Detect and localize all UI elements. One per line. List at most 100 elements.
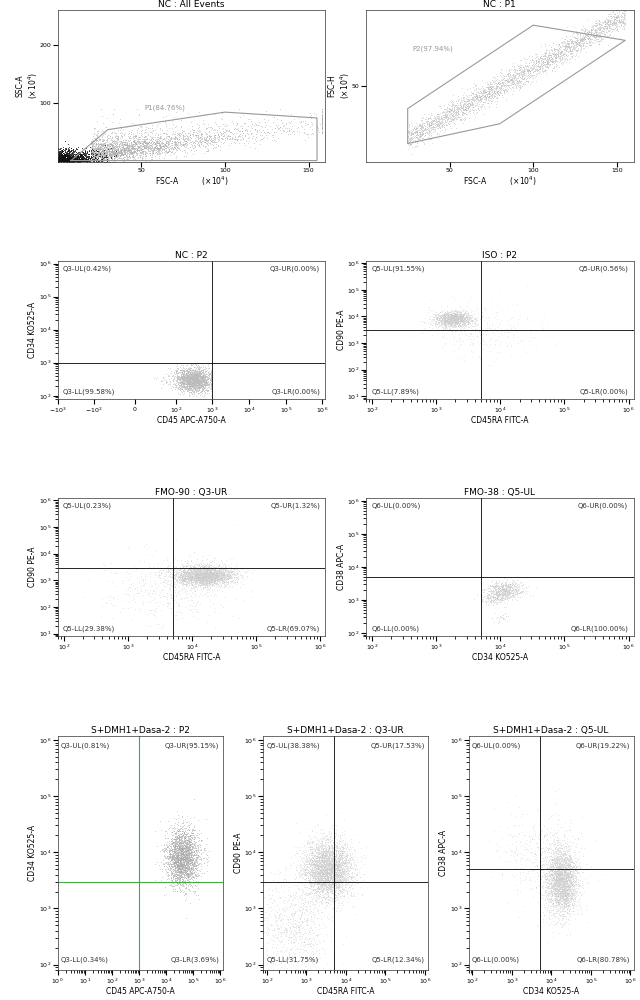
Point: [97, 147, 107, 163]
Point: [591, 18, 602, 34]
Point: [529, 53, 539, 69]
Point: [576, 906, 586, 922]
Point: [184, 848, 194, 864]
Point: [319, 858, 329, 874]
Point: [170, 844, 180, 860]
Point: [547, 884, 557, 900]
Point: [544, 857, 554, 873]
Point: [550, 878, 560, 894]
Point: [322, 881, 332, 897]
Point: [306, 875, 316, 891]
Point: [110, 145, 120, 161]
Point: [186, 843, 196, 859]
Point: [324, 866, 335, 882]
Point: [564, 879, 574, 895]
Point: [179, 845, 189, 861]
Point: [346, 868, 356, 884]
Point: [313, 860, 323, 876]
Point: [522, 836, 532, 852]
Point: [212, 570, 223, 586]
Point: [327, 872, 337, 888]
Point: [531, 879, 541, 895]
Point: [560, 866, 570, 882]
Point: [317, 121, 327, 137]
Point: [509, 583, 519, 599]
Point: [554, 894, 564, 910]
Point: [552, 846, 562, 862]
Point: [355, 859, 365, 875]
Point: [451, 104, 461, 120]
Point: [433, 314, 444, 330]
Point: [330, 839, 340, 855]
Point: [216, 555, 227, 571]
Point: [163, 851, 173, 867]
Point: [184, 561, 195, 577]
Point: [100, 145, 111, 161]
Point: [204, 563, 214, 579]
Point: [181, 365, 191, 381]
Point: [436, 315, 446, 331]
Point: [103, 151, 113, 167]
Point: [179, 564, 189, 580]
Point: [330, 838, 340, 854]
Point: [329, 932, 339, 948]
Point: [439, 307, 449, 323]
Point: [316, 857, 326, 873]
Point: [562, 860, 572, 876]
Point: [452, 306, 462, 322]
Point: [449, 314, 460, 330]
Point: [305, 866, 316, 882]
Point: [172, 858, 182, 874]
Point: [580, 29, 590, 45]
Point: [324, 869, 334, 885]
Point: [540, 869, 550, 885]
Point: [195, 562, 205, 578]
Point: [322, 841, 332, 857]
Point: [214, 569, 225, 585]
Point: [337, 846, 348, 862]
Point: [436, 308, 447, 324]
Point: [550, 886, 561, 902]
Point: [614, 14, 624, 30]
Point: [176, 850, 186, 866]
Point: [179, 840, 189, 856]
Point: [558, 878, 568, 894]
Point: [72, 152, 82, 168]
Point: [552, 853, 563, 869]
Point: [447, 288, 457, 304]
Point: [333, 872, 343, 888]
Point: [331, 865, 341, 881]
Point: [192, 370, 202, 386]
Point: [445, 306, 455, 322]
Point: [550, 863, 560, 879]
Point: [554, 843, 564, 859]
Point: [540, 850, 550, 866]
Point: [326, 875, 337, 891]
Point: [513, 335, 523, 351]
Point: [497, 65, 508, 81]
Point: [449, 101, 459, 117]
Point: [321, 885, 332, 901]
Point: [339, 869, 349, 885]
Point: [324, 856, 335, 872]
Point: [563, 880, 573, 896]
Point: [175, 845, 186, 861]
Point: [275, 864, 285, 880]
Point: [110, 146, 120, 162]
Point: [170, 140, 180, 156]
Point: [139, 133, 149, 149]
Point: [316, 869, 326, 885]
Point: [204, 130, 214, 146]
Point: [468, 312, 479, 328]
Point: [66, 153, 76, 169]
Point: [182, 571, 193, 587]
Point: [322, 857, 332, 873]
Point: [324, 865, 335, 881]
Point: [177, 381, 187, 397]
Point: [602, 28, 612, 44]
Point: [91, 142, 101, 158]
Point: [179, 842, 189, 858]
Point: [162, 585, 172, 601]
Point: [184, 377, 194, 393]
Point: [208, 137, 218, 153]
